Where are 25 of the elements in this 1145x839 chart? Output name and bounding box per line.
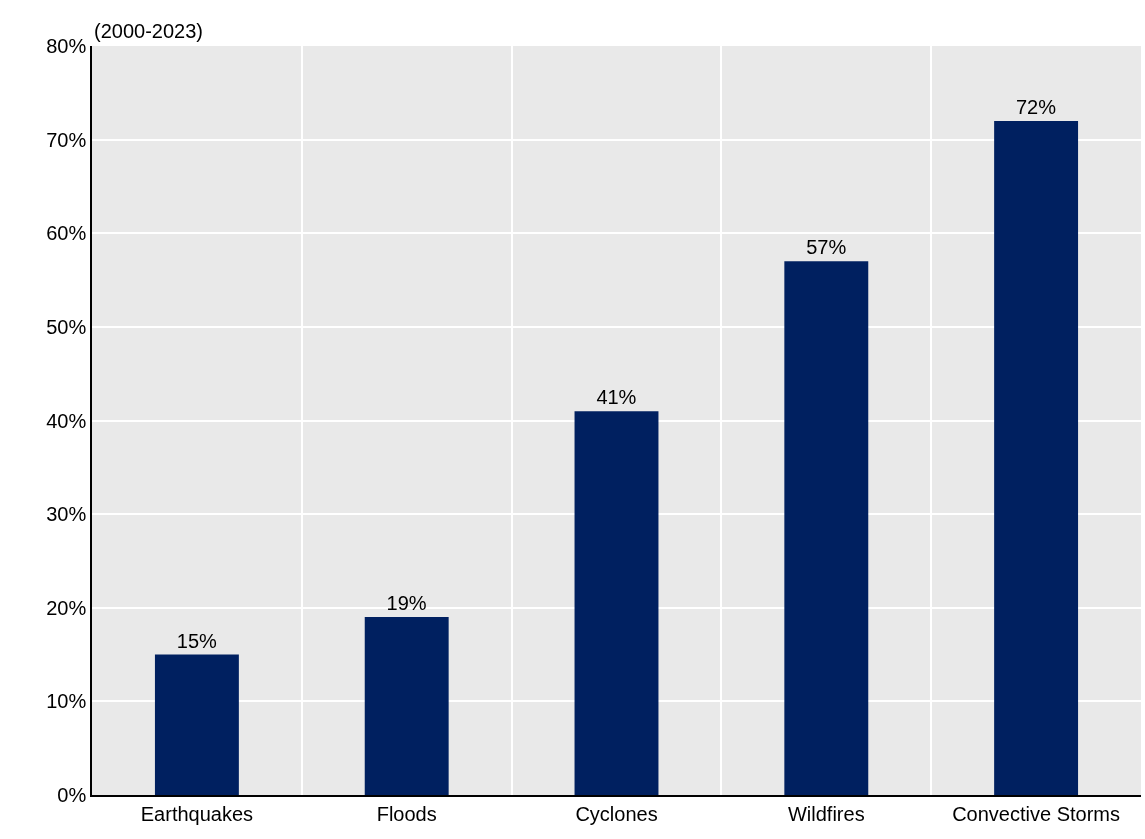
y-tick-label: 40%: [46, 409, 87, 432]
y-tick-label: 10%: [46, 690, 87, 713]
y-tick-label: 0%: [57, 784, 87, 806]
chart-subtitle: (2000-2023): [94, 20, 203, 42]
data-label: 15%: [176, 629, 218, 652]
data-label: 57%: [806, 236, 847, 259]
x-tick-label: Earthquakes: [140, 802, 254, 825]
bar: [994, 120, 1079, 795]
data-label: 41%: [596, 386, 637, 409]
bar: [364, 617, 449, 795]
y-tick-label: 70%: [46, 128, 87, 151]
bar: [784, 261, 869, 795]
data-label: 72%: [1015, 95, 1057, 118]
y-tick-label: 60%: [46, 222, 87, 245]
y-tick-label: 50%: [46, 315, 87, 338]
x-tick-label: Floods: [376, 802, 437, 825]
x-tick-label: Convective Storms: [952, 802, 1121, 825]
x-tick-label: Cyclones: [575, 802, 658, 825]
data-label: 19%: [386, 592, 427, 615]
y-tick-label: 80%: [46, 35, 87, 57]
y-tick-label: 30%: [46, 503, 87, 526]
bar: [154, 654, 239, 795]
x-tick-label: Wildfires: [787, 802, 865, 825]
y-tick-label: 20%: [46, 596, 87, 619]
bar: [574, 411, 659, 795]
